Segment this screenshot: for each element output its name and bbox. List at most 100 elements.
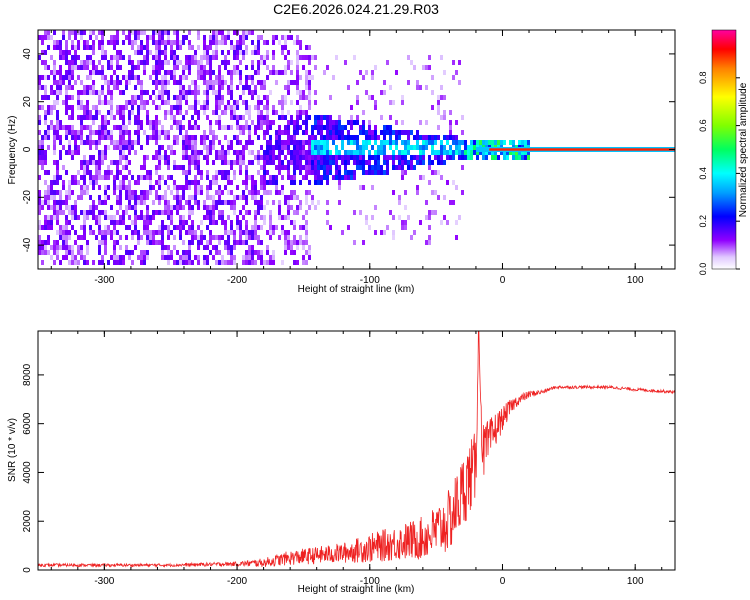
heatmap-cell — [41, 140, 44, 145]
heatmap-cell — [371, 215, 374, 220]
heatmap-cell — [89, 110, 92, 115]
heatmap-cell — [74, 175, 77, 180]
heatmap-cell — [152, 210, 155, 215]
heatmap-cell — [113, 255, 116, 260]
heatmap-cell — [245, 185, 248, 190]
heatmap-cell — [170, 150, 173, 155]
heatmap-cell — [68, 65, 71, 70]
heatmap-cell — [269, 235, 272, 240]
heatmap-cell — [227, 150, 230, 155]
heatmap-cell — [284, 115, 287, 120]
heatmap-cell — [515, 150, 518, 155]
heatmap-cell — [53, 30, 56, 35]
heatmap-cell — [251, 90, 254, 95]
heatmap-cell — [77, 145, 80, 150]
heatmap-cell — [68, 85, 71, 90]
heatmap-cell — [230, 140, 233, 145]
heatmap-cell — [86, 55, 89, 60]
heatmap-cell — [59, 50, 62, 55]
heatmap-cell — [440, 95, 443, 100]
heatmap-cell — [128, 215, 131, 220]
heatmap-cell — [428, 165, 431, 170]
heatmap-cell — [50, 70, 53, 75]
heatmap-cell — [62, 200, 65, 205]
heatmap-cell — [95, 140, 98, 145]
heatmap-cell — [524, 150, 527, 155]
heatmap-cell — [158, 80, 161, 85]
heatmap-cell — [68, 115, 71, 120]
heatmap-cell — [419, 155, 422, 160]
heatmap-cell — [188, 45, 191, 50]
heatmap-cell — [365, 160, 368, 165]
heatmap-cell — [68, 210, 71, 215]
heatmap-cell — [257, 35, 260, 40]
heatmap-cell — [371, 145, 374, 150]
heatmap-cell — [440, 160, 443, 165]
heatmap-cell — [68, 140, 71, 145]
heatmap-cell — [44, 75, 47, 80]
heatmap-cell — [224, 225, 227, 230]
heatmap-cell — [227, 140, 230, 145]
heatmap-cell — [311, 160, 314, 165]
heatmap-cell — [299, 110, 302, 115]
heatmap-cell — [353, 55, 356, 60]
heatmap-cell — [287, 120, 290, 125]
heatmap-cell — [206, 85, 209, 90]
heatmap-cell — [110, 105, 113, 110]
heatmap-cell — [158, 55, 161, 60]
heatmap-cell — [47, 170, 50, 175]
heatmap-cell — [422, 150, 425, 155]
heatmap-cell — [50, 120, 53, 125]
heatmap-cell — [413, 135, 416, 140]
heatmap-cell — [356, 95, 359, 100]
heatmap-cell — [110, 235, 113, 240]
heatmap-cell — [155, 85, 158, 90]
heatmap-cell — [125, 145, 128, 150]
heatmap-cell — [146, 230, 149, 235]
heatmap-cell — [368, 125, 371, 130]
heatmap-cell — [359, 155, 362, 160]
heatmap-cell — [59, 40, 62, 45]
heatmap-cell — [179, 230, 182, 235]
heatmap-cell — [239, 165, 242, 170]
heatmap-cell — [95, 110, 98, 115]
heatmap-cell — [458, 80, 461, 85]
colorbar: 0.00.20.40.60.8 Normalized spectral ampl… — [698, 29, 749, 275]
heatmap-cell — [410, 235, 413, 240]
heatmap-cell — [173, 120, 176, 125]
heatmap-cell — [83, 220, 86, 225]
heatmap-cell — [422, 140, 425, 145]
heatmap-cell — [158, 40, 161, 45]
heatmap-cell — [266, 75, 269, 80]
heatmap-cell — [74, 45, 77, 50]
heatmap-cell — [176, 135, 179, 140]
heatmap-cell — [386, 170, 389, 175]
heatmap-cell — [185, 75, 188, 80]
heatmap-cell — [281, 165, 284, 170]
heatmap-cell — [95, 175, 98, 180]
heatmap-cell — [434, 170, 437, 175]
heatmap-cell — [89, 130, 92, 135]
heatmap-cell — [224, 200, 227, 205]
heatmap-cell — [317, 115, 320, 120]
heatmap-cell — [119, 195, 122, 200]
heatmap-cell — [197, 75, 200, 80]
heatmap-cell — [437, 160, 440, 165]
heatmap-cell — [194, 90, 197, 95]
heatmap-cell — [194, 185, 197, 190]
heatmap-cell — [482, 150, 485, 155]
heatmap-cell — [38, 220, 41, 225]
heatmap-cell — [326, 135, 329, 140]
heatmap-cell — [197, 225, 200, 230]
heatmap-cell — [233, 170, 236, 175]
heatmap-cell — [203, 50, 206, 55]
heatmap-cell — [242, 35, 245, 40]
heatmap-cell — [65, 90, 68, 95]
heatmap-cell — [38, 245, 41, 250]
heatmap-cell — [227, 100, 230, 105]
heatmap-cell — [149, 230, 152, 235]
heatmap-cell — [299, 180, 302, 185]
heatmap-cell — [59, 205, 62, 210]
heatmap-cell — [176, 190, 179, 195]
heatmap-cell — [140, 165, 143, 170]
